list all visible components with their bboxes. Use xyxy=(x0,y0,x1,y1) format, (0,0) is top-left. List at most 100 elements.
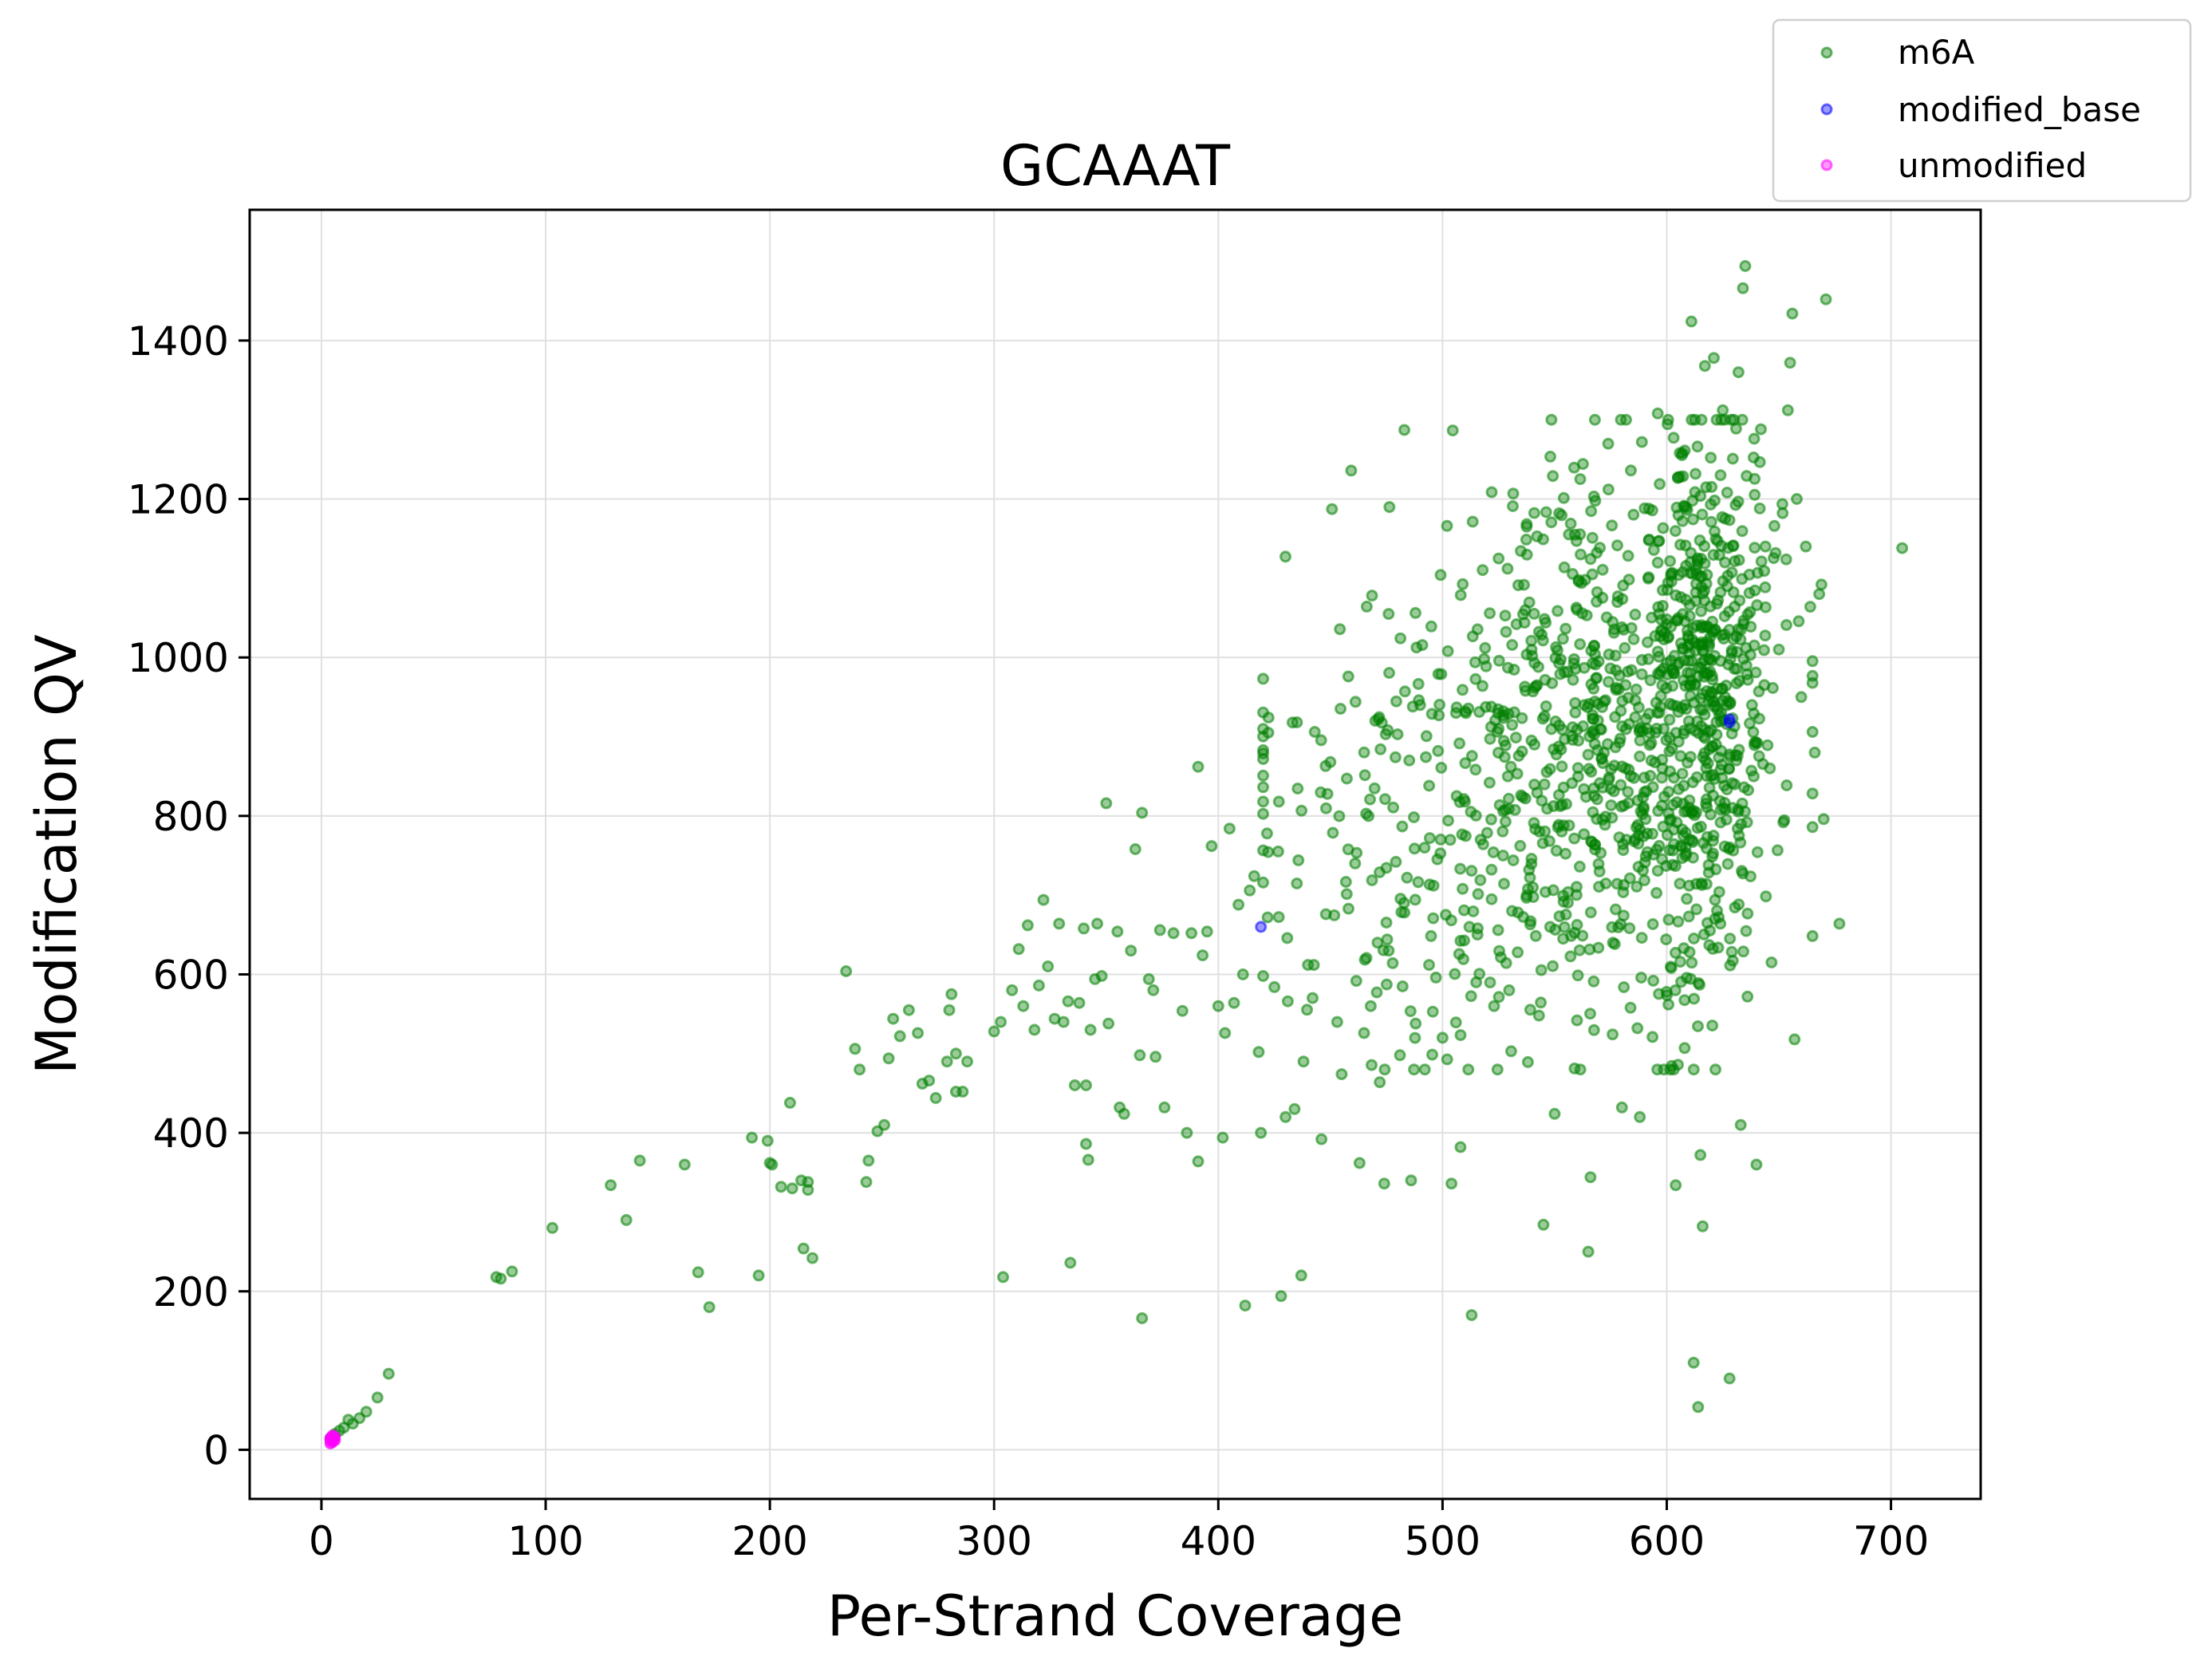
m6a-point xyxy=(1260,827,1273,840)
m6a-point xyxy=(1444,834,1457,846)
m6a-point xyxy=(1690,467,1701,480)
m6a-point xyxy=(1684,751,1697,763)
m6a-point xyxy=(1571,969,1584,982)
m6a-point xyxy=(1651,1063,1664,1076)
m6a-point xyxy=(1666,858,1679,871)
m6a-point xyxy=(1706,850,1719,863)
m6a-point xyxy=(1484,732,1496,745)
m6a-point xyxy=(1768,552,1780,565)
m6a-point xyxy=(1334,623,1347,636)
m6a-point xyxy=(1374,1076,1386,1089)
m6a-point xyxy=(1748,432,1761,445)
m6a-point xyxy=(1662,998,1675,1011)
m6a-point xyxy=(1706,673,1719,686)
m6a-point xyxy=(1729,901,1741,914)
m6a-point xyxy=(1516,712,1528,724)
m6a-point xyxy=(1239,1299,1252,1312)
m6a-point xyxy=(1725,945,1738,958)
m6a-point xyxy=(1257,844,1269,857)
m6a-point xyxy=(1717,404,1729,416)
m6a-point xyxy=(1528,779,1540,791)
m6a-point xyxy=(1555,743,1567,755)
m6a-point xyxy=(1197,949,1209,962)
m6a-point xyxy=(1558,561,1571,574)
m6a-point xyxy=(1695,877,1708,889)
m6a-point xyxy=(1136,1312,1149,1324)
m6a-point xyxy=(1292,854,1305,866)
m6a-point xyxy=(1364,793,1376,806)
m6a-point xyxy=(1335,703,1347,715)
m6a-point xyxy=(1599,818,1611,831)
m6a-point xyxy=(1584,906,1597,919)
m6a-point xyxy=(1684,689,1697,702)
m6a-point xyxy=(1257,753,1269,765)
m6a-point xyxy=(1725,777,1738,790)
m6a-point xyxy=(1498,877,1510,890)
m6a-point xyxy=(1473,706,1485,718)
m6a-point xyxy=(1668,838,1681,850)
m6a-point xyxy=(1670,1179,1682,1192)
m6a-point xyxy=(1454,862,1467,875)
m6a-point xyxy=(1694,490,1707,503)
m6a-point xyxy=(1690,771,1703,783)
m6a-point xyxy=(1394,1049,1406,1062)
m6a-point xyxy=(1445,1177,1458,1190)
m6a-point xyxy=(1615,760,1628,773)
m6a-point xyxy=(1741,990,1754,1003)
m6a-point xyxy=(1697,928,1710,941)
m6a-point xyxy=(1670,589,1682,601)
m6a-point xyxy=(1669,984,1682,996)
m6a-point xyxy=(1257,807,1269,820)
m6a-point xyxy=(1657,522,1670,534)
m6a-point xyxy=(1454,1029,1467,1042)
m6a-point xyxy=(1777,816,1790,829)
x-tick-label: 200 xyxy=(731,1518,807,1564)
m6a-point xyxy=(1755,555,1768,568)
m6a-point xyxy=(1111,925,1124,938)
m6a-point xyxy=(1559,909,1572,921)
m6a-point xyxy=(1537,1218,1550,1231)
m6a-point xyxy=(1496,825,1509,838)
m6a-point xyxy=(945,988,958,1000)
m6a-point xyxy=(1499,739,1512,751)
m6a-point xyxy=(1588,413,1601,426)
m6a-point xyxy=(1721,580,1733,593)
m6a-point xyxy=(1408,1063,1421,1076)
m6a-point xyxy=(1216,1131,1229,1144)
m6a-point xyxy=(1006,984,1019,996)
m6a-point xyxy=(1607,937,1619,949)
m6a-point xyxy=(1709,893,1721,906)
m6a-point xyxy=(1571,1014,1583,1027)
m6a-point xyxy=(1496,850,1509,862)
m6a-point xyxy=(1469,763,1482,776)
m6a-point xyxy=(1709,494,1721,507)
m6a-point xyxy=(887,1012,900,1025)
m6a-point xyxy=(1662,668,1674,681)
m6a-point xyxy=(1559,622,1572,635)
m6a-point xyxy=(1272,845,1284,858)
m6a-point xyxy=(1651,556,1664,569)
m6a-point xyxy=(1538,778,1551,791)
m6a-point xyxy=(1759,540,1772,553)
m6a-point xyxy=(1607,1028,1619,1041)
m6a-point xyxy=(1714,816,1727,829)
m6a-point xyxy=(1741,608,1754,621)
m6a-point xyxy=(1295,1269,1307,1282)
m6a-point xyxy=(786,1182,798,1195)
m6a-point xyxy=(1474,874,1487,886)
m6a-point xyxy=(1580,609,1593,621)
m6a-point xyxy=(1705,480,1718,493)
m6a-point xyxy=(1705,515,1717,528)
m6a-point xyxy=(1574,528,1587,541)
m6a-point xyxy=(1683,794,1696,806)
m6a-point xyxy=(1706,687,1719,699)
m6a-point xyxy=(1553,507,1566,519)
m6a-point xyxy=(1701,830,1713,843)
m6a-point xyxy=(1591,697,1604,710)
m6a-point xyxy=(1485,813,1497,826)
m6a-point xyxy=(692,1266,704,1279)
modified-base-point xyxy=(1255,921,1268,933)
m6a-point xyxy=(1706,1019,1719,1032)
m6a-point xyxy=(1032,979,1045,992)
m6a-point xyxy=(1535,996,1548,1009)
